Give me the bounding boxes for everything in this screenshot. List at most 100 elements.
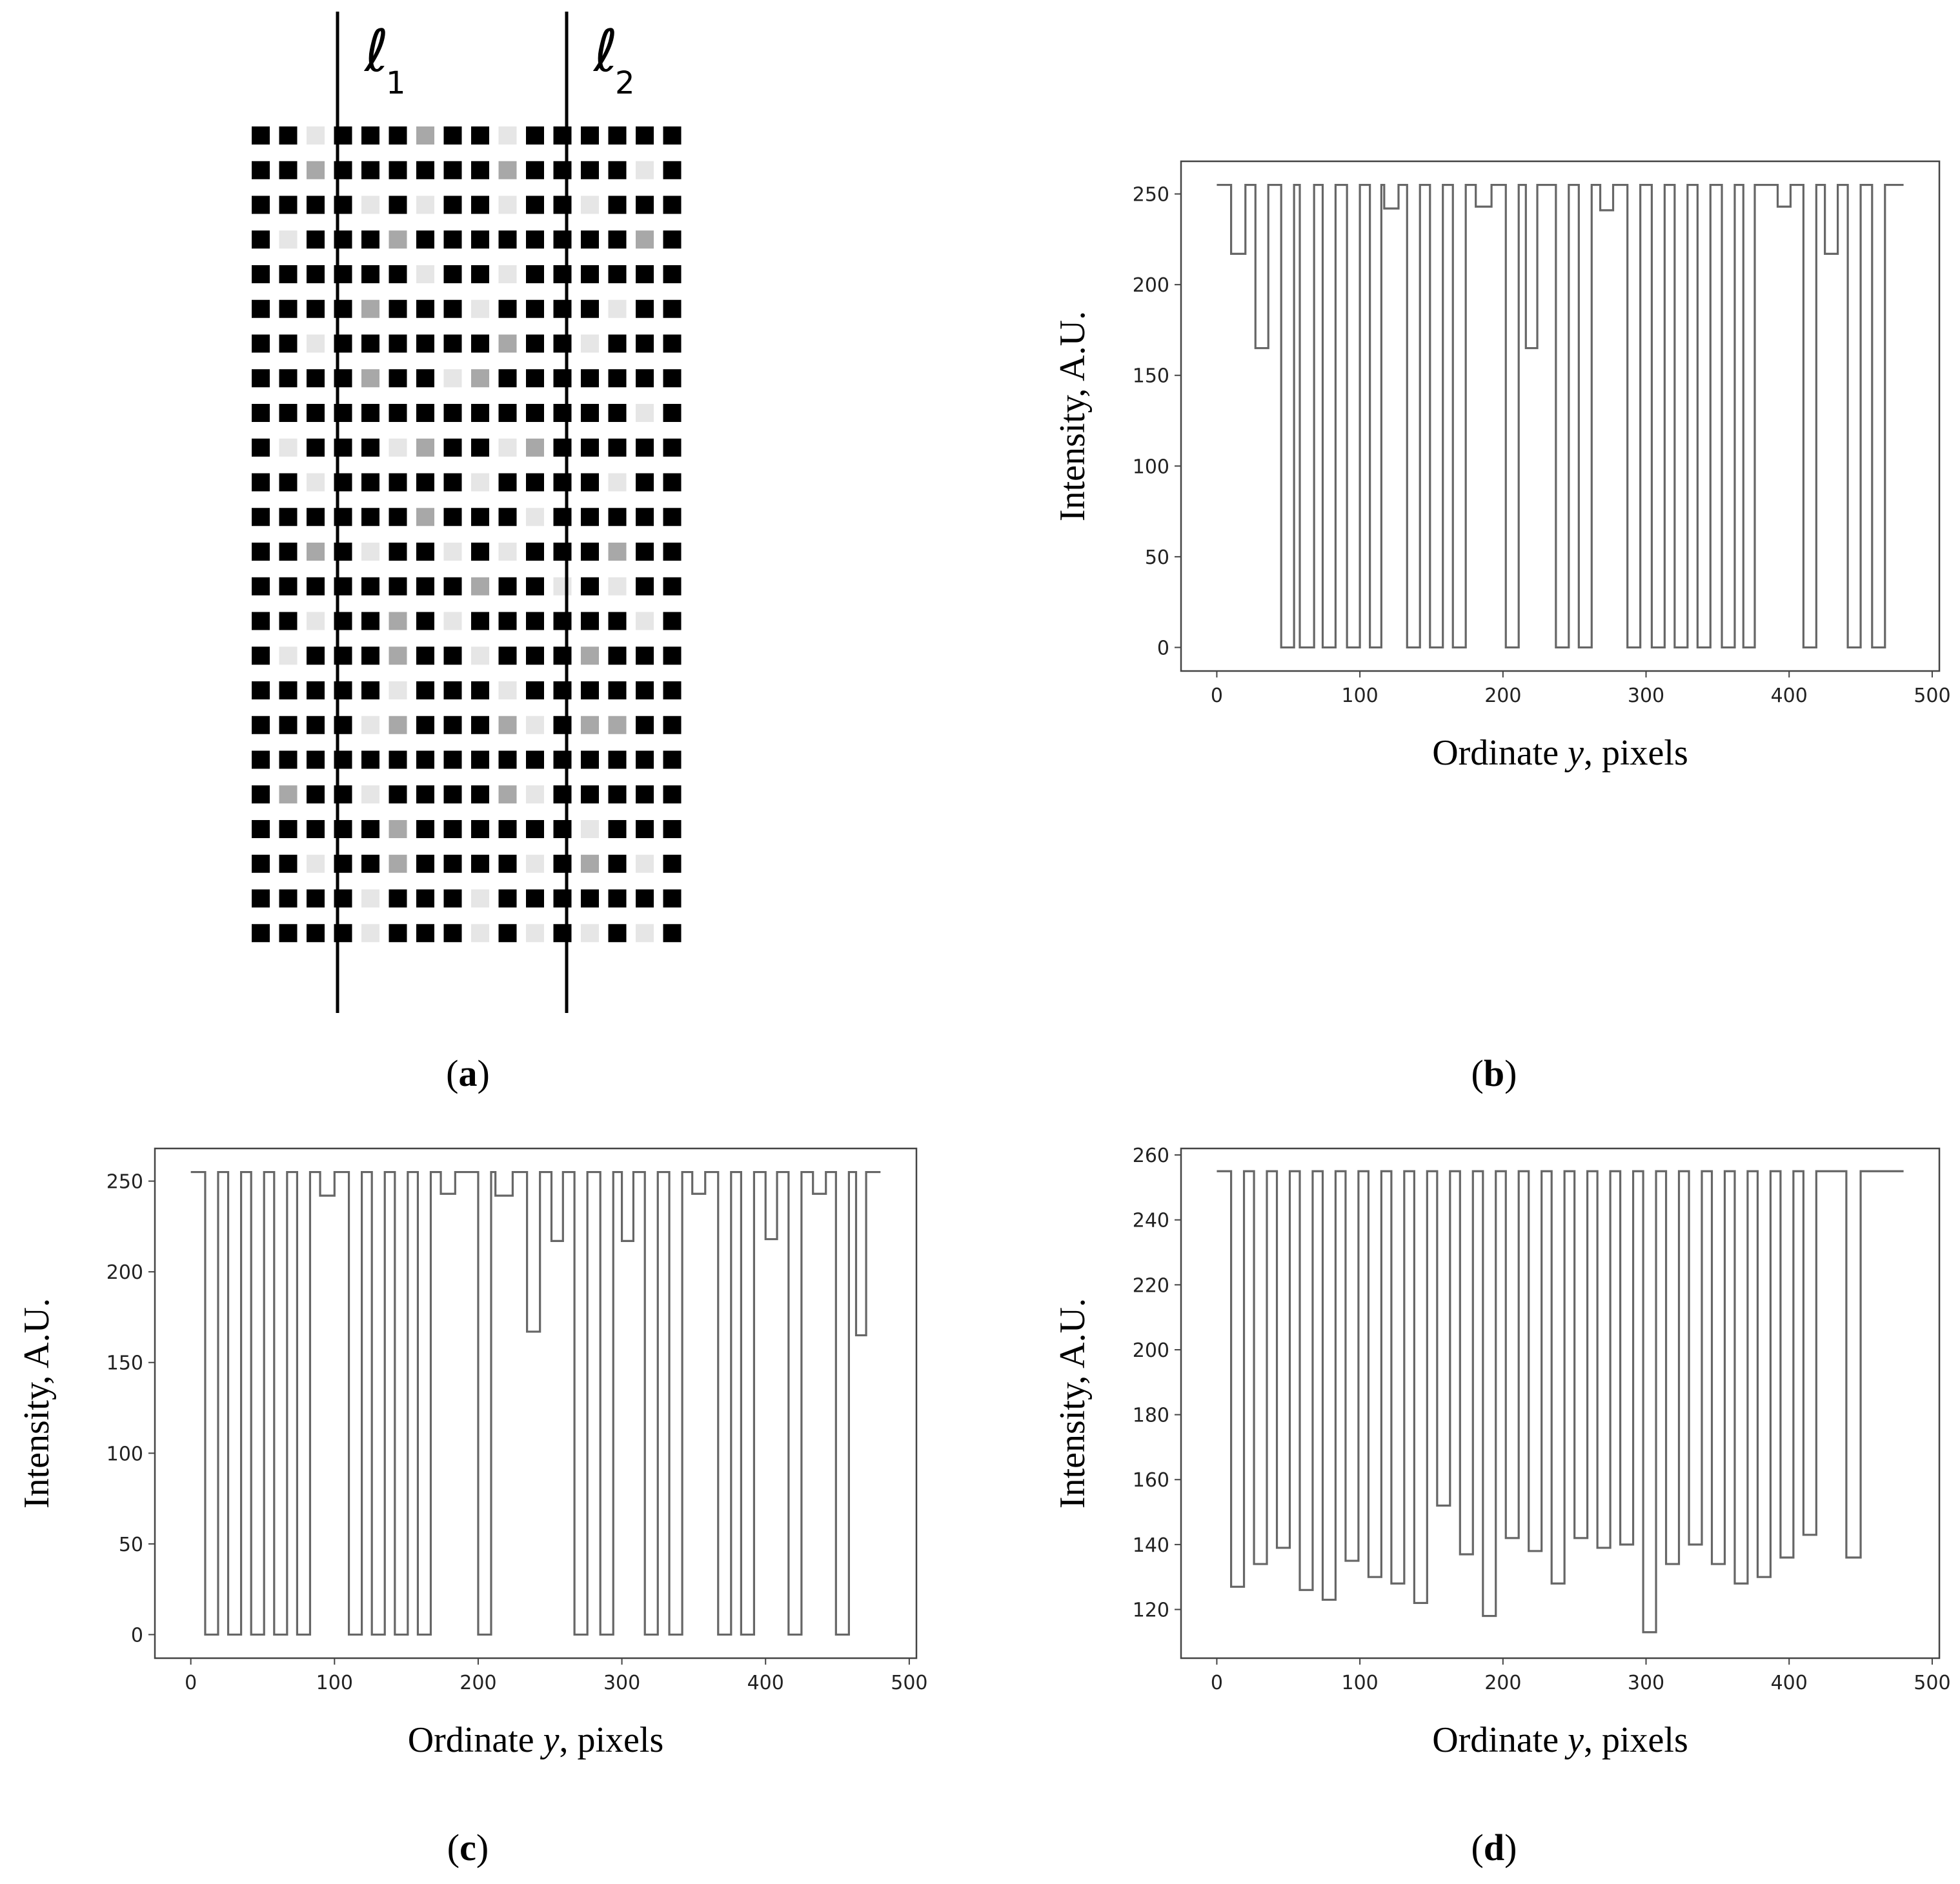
- caption-a: (a): [446, 1052, 490, 1094]
- grid-cell-r20-c6: [416, 820, 434, 838]
- grid-cell-r22-c10: [526, 889, 544, 908]
- grid-cell-r19-c12: [581, 785, 599, 804]
- grid-cell-r6-c14: [636, 334, 654, 353]
- grid-cell-r22-c14: [636, 889, 654, 908]
- grid-cell-r13-c9: [498, 577, 517, 596]
- grid-cell-r12-c5: [389, 543, 407, 561]
- grid-cell-r22-c8: [471, 889, 489, 908]
- grid-cell-r1-c11: [553, 161, 572, 179]
- grid-cell-r14-c6: [416, 612, 434, 630]
- grid-cell-r2-c4: [361, 195, 379, 214]
- y-axis-title: Intensity, A.U.: [17, 1298, 57, 1508]
- grid-cell-r6-c13: [608, 334, 627, 353]
- grid-cell-r22-c11: [553, 889, 572, 908]
- grid-cell-r7-c15: [663, 369, 682, 388]
- grid-cell-r13-c14: [636, 577, 654, 596]
- grid-cell-r3-c2: [307, 230, 325, 249]
- grid-cell-r20-c5: [389, 820, 407, 838]
- grid-cell-r19-c11: [553, 785, 572, 804]
- grid-cell-r19-c10: [526, 785, 544, 804]
- grid-cell-r13-c8: [471, 577, 489, 596]
- grid-cell-r16-c0: [252, 681, 270, 699]
- grid-cell-r13-c6: [416, 577, 434, 596]
- grid-cell-r4-c6: [416, 265, 434, 283]
- grid-cell-r14-c12: [581, 612, 599, 630]
- grid-cell-r8-c7: [443, 404, 462, 422]
- grid-cell-r19-c14: [636, 785, 654, 804]
- grid-cell-r20-c7: [443, 820, 462, 838]
- grid-cell-r8-c6: [416, 404, 434, 422]
- grid-cell-r14-c7: [443, 612, 462, 630]
- grid-cell-r12-c7: [443, 543, 462, 561]
- grid-cell-r12-c13: [608, 543, 627, 561]
- grid-cell-r23-c15: [663, 924, 682, 943]
- grid-cell-r18-c1: [279, 750, 298, 769]
- grid-cell-r20-c11: [553, 820, 572, 838]
- grid-cell-r19-c5: [389, 785, 407, 804]
- grid-cell-r21-c2: [307, 854, 325, 873]
- grid-cell-r17-c0: [252, 716, 270, 734]
- grid-cell-r0-c12: [581, 126, 599, 145]
- grid-cell-r2-c2: [307, 195, 325, 214]
- grid-cell-r10-c1: [279, 473, 298, 492]
- grid-cell-r14-c11: [553, 612, 572, 630]
- grid-cell-r11-c5: [389, 508, 407, 526]
- grid-cell-r11-c13: [608, 508, 627, 526]
- y-tick-label-160: 160: [1133, 1469, 1169, 1492]
- grid-cell-r3-c8: [471, 230, 489, 249]
- grid-cell-r0-c5: [389, 126, 407, 145]
- grid-cell-r4-c11: [553, 265, 572, 283]
- grid-cell-r13-c1: [279, 577, 298, 596]
- grid-cell-r7-c9: [498, 369, 517, 388]
- grid-cell-r5-c9: [498, 299, 517, 318]
- grid-cell-r0-c7: [443, 126, 462, 145]
- grid-cell-r1-c12: [581, 161, 599, 179]
- grid-cell-r5-c13: [608, 299, 627, 318]
- chart-b: 0 100 200 300 400 500 0 50 100 150 200 250 Ordinate …: [1053, 160, 1951, 773]
- grid-cell-r19-c4: [361, 785, 379, 804]
- grid-cell-r16-c5: [389, 681, 407, 699]
- grid-cell-r14-c4: [361, 612, 379, 630]
- grid-cell-r12-c12: [581, 543, 599, 561]
- grid-cell-r18-c12: [581, 750, 599, 769]
- grid-cell-r22-c1: [279, 889, 298, 908]
- x-tick-label-0: 0: [1211, 1672, 1223, 1694]
- grid-cell-r2-c15: [663, 195, 682, 214]
- grid-cell-r3-c6: [416, 230, 434, 249]
- grid-cell-r7-c1: [279, 369, 298, 388]
- grid-cell-r0-c10: [526, 126, 544, 145]
- grid-cell-r6-c7: [443, 334, 462, 353]
- grid-cell-r11-c11: [553, 508, 572, 526]
- grid-cell-r3-c1: [279, 230, 298, 249]
- grid-cell-r8-c4: [361, 404, 379, 422]
- grid-cell-r1-c6: [416, 161, 434, 179]
- grid-cell-r4-c12: [581, 265, 599, 283]
- x-tick-label-100: 100: [1341, 685, 1378, 707]
- grid-cell-r3-c11: [553, 230, 572, 249]
- y-tick-label-150: 150: [106, 1352, 143, 1375]
- grid-cell-r18-c5: [389, 750, 407, 769]
- caption-c: (c): [447, 1827, 489, 1869]
- grid-cell-r18-c9: [498, 750, 517, 769]
- grid-cell-r16-c15: [663, 681, 682, 699]
- panel-c-chart: 0 100 200 300 400 500 0 50 100 150 200 250 Ordinate …: [0, 1110, 936, 1819]
- grid-cell-r1-c8: [471, 161, 489, 179]
- plot-frame: [154, 1147, 918, 1659]
- grid-cell-r20-c13: [608, 820, 627, 838]
- grid-cell-r19-c15: [663, 785, 682, 804]
- grid-cell-r4-c7: [443, 265, 462, 283]
- y-tick-label-200: 200: [106, 1261, 143, 1284]
- grid-cell-r17-c15: [663, 716, 682, 734]
- grid-cell-r1-c7: [443, 161, 462, 179]
- grid-cell-r1-c4: [361, 161, 379, 179]
- grid-cell-r20-c1: [279, 820, 298, 838]
- grid-cell-r2-c9: [498, 195, 517, 214]
- grid-cell-r23-c13: [608, 924, 627, 943]
- grid-cell-r23-c9: [498, 924, 517, 943]
- grid-cell-r18-c7: [443, 750, 462, 769]
- grid-cell-r1-c1: [279, 161, 298, 179]
- grid-cell-r2-c13: [608, 195, 627, 214]
- grid-cell-r4-c13: [608, 265, 627, 283]
- grid-cell-r9-c12: [581, 438, 599, 457]
- grid-cell-r1-c13: [608, 161, 627, 179]
